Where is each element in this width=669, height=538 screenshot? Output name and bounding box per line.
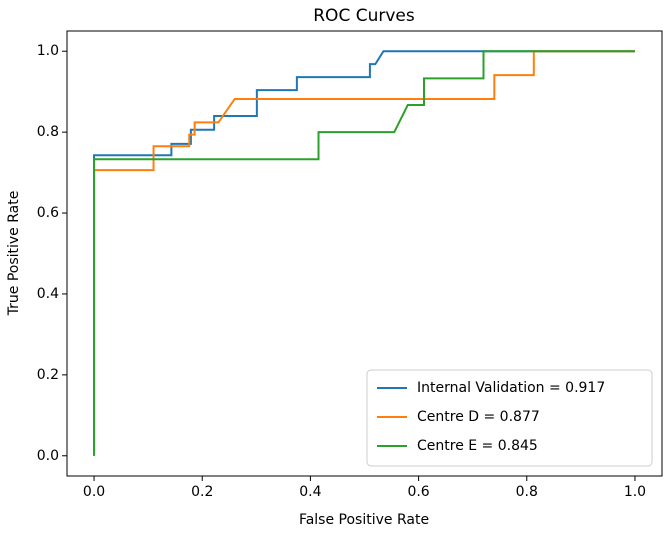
roc-line: [93, 50, 635, 456]
legend-label: Centre E = 0.845: [417, 438, 538, 454]
x-tick-label: 0.2: [191, 484, 213, 500]
legend-label: Internal Validation = 0.917: [417, 380, 605, 396]
y-tick-label: 0.2: [37, 367, 59, 383]
plot-frame: [66, 30, 663, 477]
legend-box: [366, 369, 653, 467]
y-tick-label: 0.0: [37, 448, 59, 464]
x-tick-label: 0.6: [407, 484, 429, 500]
y-tick-label: 1.0: [37, 43, 59, 59]
x-tick-label: 0.4: [299, 484, 321, 500]
y-axis-label: True Positive Rate: [6, 191, 22, 317]
roc-line: [93, 50, 635, 456]
chart-title: ROC Curves: [313, 6, 415, 26]
y-tick-label: 0.4: [37, 286, 59, 302]
x-axis-label: False Positive Rate: [299, 512, 429, 528]
roc-line: [93, 50, 635, 456]
x-tick-label: 1.0: [624, 484, 646, 500]
legend-label: Centre D = 0.877: [417, 409, 540, 425]
x-tick-label: 0.8: [516, 484, 538, 500]
x-tick-label: 0.0: [83, 484, 105, 500]
y-tick-label: 0.6: [37, 205, 59, 221]
y-tick-label: 0.8: [37, 124, 59, 140]
